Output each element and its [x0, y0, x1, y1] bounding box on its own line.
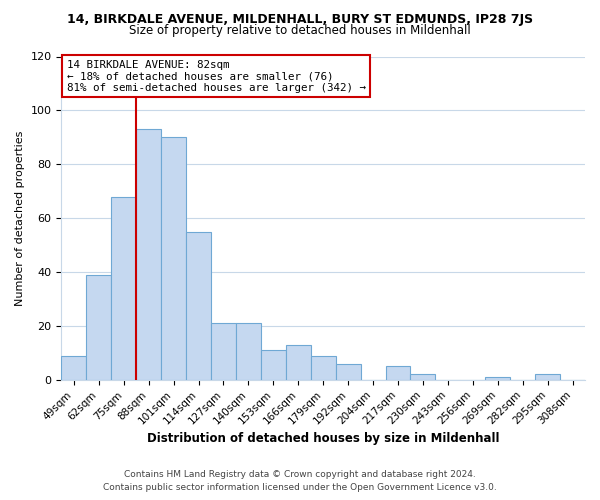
Bar	[211, 324, 236, 380]
Text: 14, BIRKDALE AVENUE, MILDENHALL, BURY ST EDMUNDS, IP28 7JS: 14, BIRKDALE AVENUE, MILDENHALL, BURY ST…	[67, 12, 533, 26]
Bar	[386, 366, 410, 380]
Bar	[335, 364, 361, 380]
Text: Size of property relative to detached houses in Mildenhall: Size of property relative to detached ho…	[129, 24, 471, 37]
Bar	[286, 345, 311, 380]
Bar	[236, 324, 261, 380]
Bar	[535, 374, 560, 380]
Bar	[86, 275, 111, 380]
Bar	[186, 232, 211, 380]
Bar	[261, 350, 286, 380]
Bar	[485, 377, 510, 380]
Bar	[311, 356, 335, 380]
X-axis label: Distribution of detached houses by size in Mildenhall: Distribution of detached houses by size …	[147, 432, 499, 445]
Y-axis label: Number of detached properties: Number of detached properties	[15, 130, 25, 306]
Bar	[410, 374, 436, 380]
Bar	[161, 138, 186, 380]
Bar	[111, 196, 136, 380]
Bar	[61, 356, 86, 380]
Text: 14 BIRKDALE AVENUE: 82sqm
← 18% of detached houses are smaller (76)
81% of semi-: 14 BIRKDALE AVENUE: 82sqm ← 18% of detac…	[67, 60, 365, 93]
Bar	[136, 130, 161, 380]
Text: Contains HM Land Registry data © Crown copyright and database right 2024.
Contai: Contains HM Land Registry data © Crown c…	[103, 470, 497, 492]
